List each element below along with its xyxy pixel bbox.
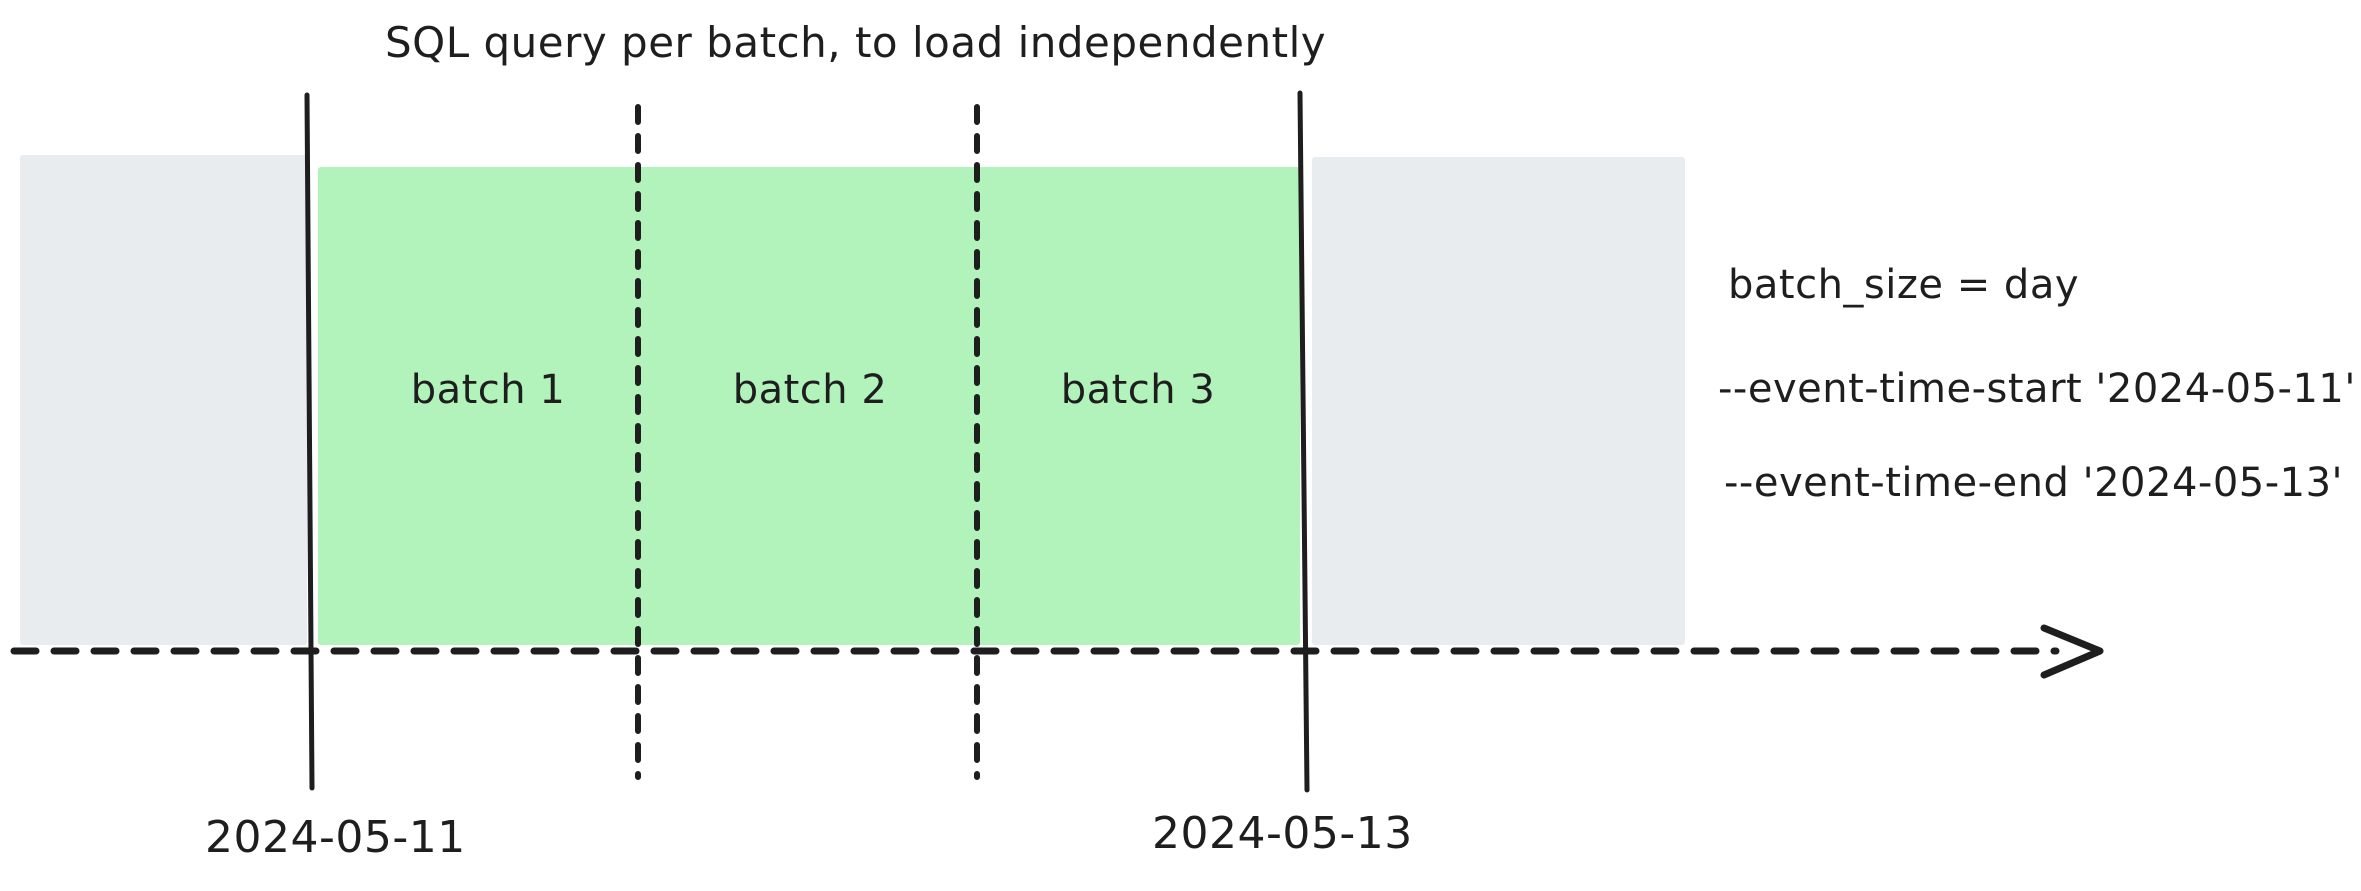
start-boundary-line (304, 92, 315, 791)
event-time-start-annotation: --event-time-start '2024-05-11' (1718, 366, 2356, 412)
batch-2-label: batch 2 (732, 367, 888, 413)
event-time-end-annotation: --event-time-end '2024-05-13' (1724, 460, 2344, 506)
batch-range-region (318, 167, 1300, 645)
out-of-range-right-region (1312, 157, 1685, 645)
batch-size-annotation: batch_size = day (1728, 262, 2080, 308)
end-date-label: 2024-05-13 (1152, 808, 1413, 859)
batch-1-label: batch 1 (410, 367, 566, 413)
timeline-arrowhead-icon (2040, 624, 2104, 679)
batch-3-label: batch 3 (1060, 367, 1216, 413)
start-date-label: 2024-05-11 (205, 812, 466, 863)
diagram-title: SQL query per batch, to load independent… (385, 18, 1327, 67)
out-of-range-left-region (20, 155, 307, 645)
end-boundary-line (1297, 90, 1310, 793)
